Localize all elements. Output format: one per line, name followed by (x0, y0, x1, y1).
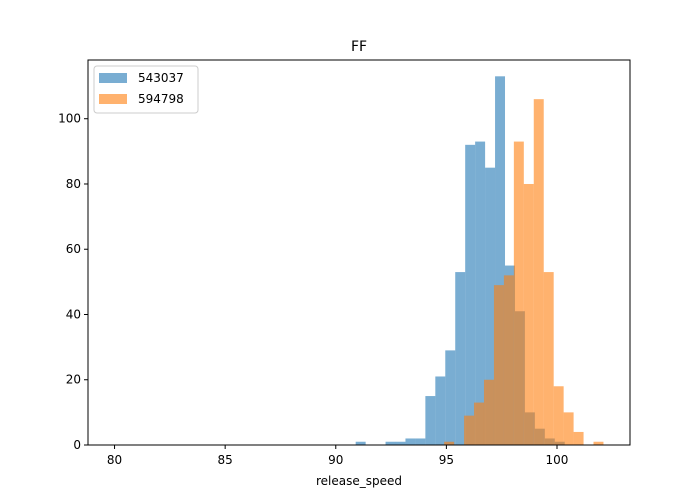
chart-title: FF (351, 39, 367, 55)
histogram-bar (464, 415, 475, 445)
histogram-bar (415, 438, 426, 445)
x-tick-label: 80 (107, 453, 122, 467)
x-tick-label: 90 (328, 453, 343, 467)
histogram-bar (503, 275, 514, 445)
y-tick-label: 60 (66, 242, 81, 256)
legend: 543037 594798 (93, 65, 199, 114)
histogram-bar (573, 431, 584, 445)
histogram-bar (543, 272, 554, 445)
histogram-bar (483, 379, 494, 445)
histogram-bar (493, 285, 504, 445)
y-tick-label: 40 (66, 307, 81, 321)
series-594798 (444, 99, 604, 446)
legend-label: 543037 (138, 71, 184, 85)
legend-label: 594798 (138, 92, 184, 106)
axes: 80 85 90 95 100 0 20 40 60 80 100 (58, 59, 631, 467)
histogram-bar (405, 438, 416, 445)
histogram-bar (435, 376, 446, 445)
x-tick-label: 85 (218, 453, 233, 467)
histogram-bar (385, 441, 396, 445)
legend-swatch (99, 73, 127, 83)
x-axis-label: release_speed (316, 474, 402, 488)
histogram-bar (523, 183, 534, 446)
histogram-bar (425, 396, 436, 445)
histogram-bar (553, 386, 564, 445)
x-tick-label: 95 (439, 453, 454, 467)
histogram-bar (563, 412, 574, 445)
y-tick-label: 80 (66, 177, 81, 191)
x-tick-label: 100 (546, 453, 569, 467)
y-tick-label: 100 (58, 112, 81, 126)
histogram-bar (455, 272, 466, 445)
histogram-bar (355, 441, 366, 445)
histogram-bar (445, 350, 456, 445)
histogram-bar (474, 402, 484, 445)
plot-frame (87, 59, 631, 446)
plot-area (355, 76, 604, 446)
y-tick-label: 20 (66, 373, 81, 387)
histogram-bar (465, 144, 476, 445)
histogram-bar (444, 441, 455, 445)
y-tick-label: 0 (73, 438, 81, 452)
histogram-bar (513, 141, 524, 445)
histogram-bar (495, 76, 506, 445)
histogram-bar (485, 167, 496, 446)
legend-swatch (99, 94, 127, 104)
histogram-bar (395, 441, 406, 445)
histogram-bar (593, 441, 604, 445)
histogram-bar (475, 141, 486, 445)
histogram-bar (533, 99, 544, 446)
